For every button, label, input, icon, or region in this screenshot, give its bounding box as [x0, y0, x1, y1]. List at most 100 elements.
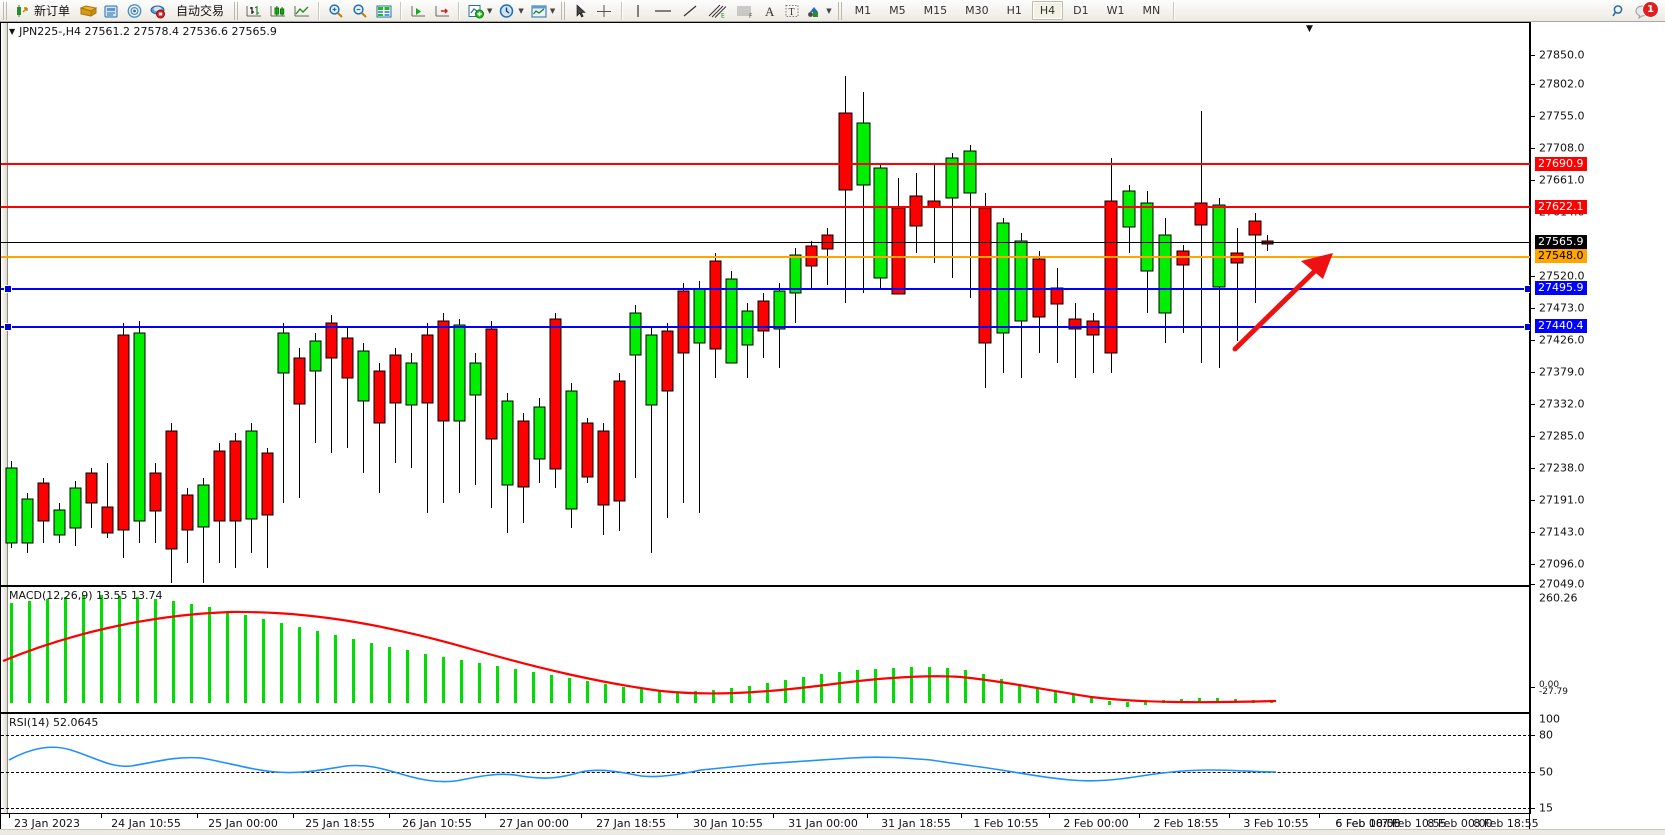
svg-text:A: A	[765, 4, 775, 19]
resistance-line-1[interactable]	[1, 163, 1531, 165]
chevron-down-icon[interactable]: ▼	[487, 6, 493, 15]
timeframe-m15[interactable]: M15	[923, 4, 948, 17]
macd-pane-rail	[1, 587, 8, 712]
timeframe-m1[interactable]: M1	[854, 4, 872, 17]
toolbar-grip-4[interactable]	[837, 1, 843, 20]
rsi-level-50: 50	[1539, 765, 1553, 779]
data-window-button[interactable]	[372, 1, 396, 21]
toolbar-separator-3	[458, 1, 461, 20]
support-1-price-tag[interactable]: 27495.9	[1535, 281, 1587, 295]
price-tick-0: 27850.0	[1539, 48, 1585, 62]
price-tick-3: 27708.0	[1539, 141, 1585, 155]
chevron-down-icon-4[interactable]: ▼	[826, 6, 832, 15]
svg-text:T: T	[789, 7, 795, 18]
toolbar-grip[interactable]	[3, 1, 8, 20]
chart-area[interactable]: ▼ JPN225-,H4 27561.2 27578.4 27536.6 275…	[0, 22, 1665, 834]
timeframe-h4[interactable]: H4	[1031, 1, 1064, 20]
rsi-label: RSI(14) 52.0645	[9, 716, 99, 729]
rsi-level-15: 15	[1539, 801, 1553, 815]
timeframe-m5[interactable]: M5	[889, 4, 906, 17]
chevron-down-icon-2[interactable]: ▼	[518, 6, 524, 15]
macd-scale-top: 260.26	[1539, 591, 1578, 605]
price-pane[interactable]: ▼ JPN225-,H4 27561.2 27578.4 27536.6 275…	[0, 22, 1532, 586]
price-tick-1: 27802.0	[1539, 77, 1585, 91]
main-toolbar: 新订单 自动交易	[0, 0, 1665, 22]
price-scale[interactable]: 27850.0 27802.0 27755.0 27708.0 27661.0 …	[1530, 22, 1665, 815]
timeframe-m30[interactable]: M30	[965, 4, 989, 17]
expert-advisor-button[interactable]	[146, 1, 169, 21]
macd-pane[interactable]: MACD(12,26,9) 13.55 13.74	[0, 586, 1530, 713]
vertical-line-icon	[637, 4, 639, 17]
chevron-down-icon-chart[interactable]: ▼	[9, 27, 16, 36]
period-button[interactable]: ▼	[495, 1, 526, 21]
timeframe-d1[interactable]: D1	[1073, 4, 1089, 17]
toolbar-grip-2[interactable]	[234, 1, 240, 20]
bar-chart-button[interactable]	[242, 1, 266, 21]
auto-scroll-button[interactable]	[406, 1, 430, 21]
price-tick-16: 27049.0	[1539, 577, 1585, 591]
timeframe-mn[interactable]: MN	[1142, 4, 1161, 17]
time-label-18: 8 Feb 18:55	[1473, 817, 1539, 830]
news-icon	[104, 5, 118, 17]
time-label-7: 30 Jan 10:55	[693, 817, 763, 830]
chart-shift-button[interactable]	[430, 1, 454, 21]
zoom-out-icon	[353, 3, 367, 18]
toolbar-grip-3[interactable]	[561, 1, 567, 20]
horizontal-line-button[interactable]	[649, 1, 677, 21]
resistance-1-price-tag[interactable]: 27690.9	[1535, 157, 1587, 171]
macd-scale-bottom: -27.79	[1539, 687, 1569, 697]
zoom-in-button[interactable]	[324, 1, 348, 21]
notifications-button[interactable]: 1	[1631, 0, 1659, 20]
time-label-0: 23 Jan 2023	[14, 817, 80, 830]
price-pane-rail	[1, 23, 8, 585]
chevron-down-icon-3[interactable]: ▼	[549, 6, 556, 15]
fibonacci-icon: F	[737, 6, 753, 19]
auto-scroll-icon	[411, 5, 426, 16]
time-label-12: 2 Feb 18:55	[1153, 817, 1219, 830]
bid-price-tag[interactable]: 27548.0	[1535, 249, 1587, 263]
zoom-out-button[interactable]	[348, 1, 372, 21]
resistance-line-2[interactable]	[1, 206, 1531, 208]
auto-trading-button[interactable]: 自动交易	[169, 1, 231, 21]
resistance-2-price-tag[interactable]: 27622.1	[1535, 200, 1587, 214]
news-button[interactable]	[100, 1, 123, 21]
new-order-icon	[17, 4, 28, 17]
new-order-button[interactable]: 新订单	[11, 1, 77, 21]
chart-top-marker-icon: ▼	[1306, 24, 1313, 34]
line-chart-button[interactable]	[290, 1, 314, 21]
candlestick-chart-button[interactable]	[266, 1, 290, 21]
text-label-button[interactable]: A	[759, 1, 781, 21]
folder-button[interactable]	[77, 1, 100, 21]
support-line-1-anchor[interactable]	[4, 285, 12, 293]
equidistant-channel-button[interactable]: E	[703, 1, 731, 21]
time-label-2: 25 Jan 00:00	[208, 817, 278, 830]
support-line-2[interactable]	[1, 326, 1531, 328]
templates-button[interactable]: ▼	[527, 1, 558, 21]
trendline-button[interactable]	[677, 1, 703, 21]
bid-price-line[interactable]	[1, 256, 1531, 258]
rsi-pane[interactable]: RSI(14) 52.0645	[0, 713, 1531, 814]
indicators-button[interactable]: ▼	[464, 1, 495, 21]
search-button[interactable]	[1607, 1, 1631, 21]
crosshair-button[interactable]	[591, 1, 617, 21]
cursor-button[interactable]	[569, 1, 591, 21]
crosshair-icon	[597, 4, 612, 17]
templates-icon	[531, 5, 547, 17]
trendline-icon	[683, 5, 697, 16]
period-icon	[500, 3, 514, 18]
support-2-price-tag[interactable]: 27440.4	[1535, 319, 1587, 333]
timeframe-w1[interactable]: W1	[1106, 4, 1125, 17]
signal-icon	[127, 3, 142, 18]
timeframe-h1[interactable]: H1	[1006, 4, 1022, 17]
rsi-level-80-line	[1, 735, 1531, 736]
macd-series	[2, 595, 1277, 707]
signal-button[interactable]	[123, 1, 146, 21]
fibonacci-button[interactable]: F	[731, 1, 759, 21]
uptrend-arrow[interactable]	[1229, 245, 1349, 355]
shapes-button[interactable]: ▼	[803, 1, 834, 21]
support-line-2-anchor[interactable]	[4, 323, 12, 331]
vertical-line-button[interactable]	[627, 1, 649, 21]
text-object-button[interactable]: T	[781, 1, 803, 21]
rsi-level-15-line	[1, 808, 1531, 809]
support-line-1[interactable]	[1, 288, 1531, 290]
